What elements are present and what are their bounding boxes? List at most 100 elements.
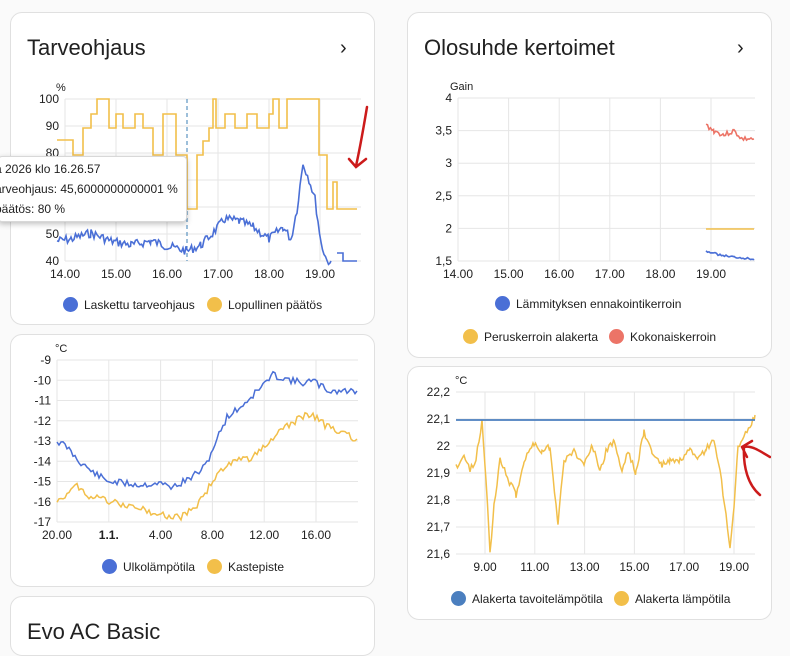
series-line-ennakointikerroin bbox=[705, 250, 755, 261]
x-tick-label: 1.1. bbox=[99, 528, 119, 542]
x-tick-label: 17.00 bbox=[203, 267, 233, 281]
legend-dot bbox=[102, 559, 117, 574]
x-tick-label: 13.00 bbox=[570, 560, 600, 574]
y-tick-label: 21,9 bbox=[427, 466, 451, 480]
y-tick-label: 90 bbox=[46, 119, 60, 133]
card-title: Tarveohjaus bbox=[27, 35, 146, 60]
series-line-laskettu bbox=[56, 164, 357, 266]
indoor-temperature-chart[interactable]: °C 22,2 22,1 22 21,9 21,8 21,7 21,6 9.00 11.00 1… bbox=[408, 367, 772, 620]
chevron-right-icon[interactable]: › bbox=[737, 37, 744, 59]
y-tick-label: 3 bbox=[445, 156, 452, 170]
y-tick-label: 22,1 bbox=[427, 412, 451, 426]
x-tick-label: 19.00 bbox=[696, 267, 726, 281]
temperature-card: °C -9 -10 -11 -12 -13 -14 -15 -16 -17 20.00 1.1. 4… bbox=[10, 334, 375, 587]
legend-item[interactable]: Alakerta lämpötila bbox=[614, 591, 730, 606]
x-tick-label: 16.00 bbox=[152, 267, 182, 281]
y-tick-label: -15 bbox=[34, 475, 52, 489]
y-tick-label: -16 bbox=[34, 495, 52, 509]
legend-dot bbox=[207, 559, 222, 574]
x-tick-label: 15.00 bbox=[494, 267, 524, 281]
legend-label: Kokonaiskerroin bbox=[630, 329, 717, 344]
y-tick-label: 50 bbox=[46, 227, 60, 241]
legend-item[interactable]: Lopullinen päätös bbox=[207, 297, 322, 312]
y-tick-label: -13 bbox=[34, 434, 52, 448]
indoor-temperature-card: °C 22,2 22,1 22 21,9 21,8 21,7 21,6 9.00 11.00 1… bbox=[407, 366, 772, 620]
evo-ac-card: Evo AC Basic bbox=[10, 596, 375, 656]
y-tick-label: -11 bbox=[35, 394, 52, 408]
tooltip-line: arveohjaus: 45,6000000000001 % bbox=[0, 182, 178, 196]
x-tick-label: 17.00 bbox=[669, 560, 699, 574]
series-line-kokonaiskerroin bbox=[705, 123, 755, 142]
legend-label: Kastepiste bbox=[228, 559, 285, 574]
y-tick-label: 22,2 bbox=[427, 385, 451, 399]
x-tick-label: 17.00 bbox=[595, 267, 625, 281]
x-tick-label: 11.00 bbox=[520, 560, 549, 574]
legend-label: Lämmityksen ennakointikerroin bbox=[516, 296, 682, 311]
legend-label: Lopullinen päätös bbox=[228, 297, 323, 312]
legend-dot bbox=[495, 296, 510, 311]
x-tick-label: 9.00 bbox=[473, 560, 497, 574]
y-tick-label: 40 bbox=[46, 254, 60, 268]
x-tick-label: 18.00 bbox=[645, 267, 675, 281]
series-line-ulkolampotila bbox=[56, 370, 358, 491]
y-tick-label: 4 bbox=[445, 91, 452, 105]
series-line-alakerta-lampotila bbox=[455, 414, 756, 553]
y-tick-label: 21,7 bbox=[427, 520, 451, 534]
legend-label: Laskettu tarveohjaus bbox=[84, 297, 195, 312]
x-tick-label: 19.00 bbox=[719, 560, 749, 574]
x-tick-label: 16.00 bbox=[301, 528, 331, 542]
y-tick-label: -10 bbox=[34, 373, 52, 387]
x-tick-label: 15.00 bbox=[619, 560, 649, 574]
y-tick-label: -12 bbox=[34, 414, 52, 428]
legend-dot bbox=[614, 591, 629, 606]
x-tick-label: 16.00 bbox=[544, 267, 574, 281]
legend-item[interactable]: Kokonaiskerroin bbox=[609, 329, 716, 344]
x-tick-label: 12.00 bbox=[249, 528, 279, 542]
card-title: Evo AC Basic bbox=[27, 619, 161, 644]
unit-label: % bbox=[56, 82, 66, 94]
series-line-kastepiste bbox=[56, 411, 358, 522]
unit-label: °C bbox=[55, 343, 67, 355]
x-tick-label: 19.00 bbox=[305, 267, 335, 281]
legend-dot bbox=[63, 297, 78, 312]
tooltip-line: päätös: 80 % bbox=[0, 202, 66, 216]
legend-dot bbox=[451, 591, 466, 606]
y-tick-label: 22 bbox=[437, 439, 451, 453]
y-tick-label: 1,5 bbox=[435, 254, 452, 268]
annotation-arrow bbox=[347, 105, 369, 169]
x-tick-label: 20.00 bbox=[42, 528, 72, 542]
y-tick-label: 100 bbox=[39, 92, 59, 106]
legend-label: Alakerta lämpötila bbox=[635, 591, 731, 606]
legend-item[interactable]: Peruskerroin alakerta bbox=[463, 329, 598, 344]
x-tick-label: 15.00 bbox=[101, 267, 131, 281]
legend-label: Alakerta tavoitelämpötila bbox=[472, 591, 603, 606]
x-tick-label: 18.00 bbox=[254, 267, 284, 281]
y-tick-label: 21,6 bbox=[427, 547, 451, 561]
series-line-lopullinen bbox=[57, 98, 357, 210]
chevron-right-icon[interactable]: › bbox=[340, 37, 347, 59]
legend-item[interactable]: Laskettu tarveohjaus bbox=[63, 297, 195, 312]
legend-dot bbox=[463, 329, 478, 344]
y-tick-label: 3,5 bbox=[435, 124, 452, 138]
card-title: Olosuhde kertoimet bbox=[424, 35, 615, 60]
y-tick-label: -17 bbox=[34, 515, 52, 529]
y-tick-label: 2,5 bbox=[435, 189, 452, 203]
temperature-chart[interactable]: °C -9 -10 -11 -12 -13 -14 -15 -16 -17 20.00 1.1. 4… bbox=[11, 335, 375, 587]
unit-label: Gain bbox=[450, 81, 473, 93]
x-tick-label: 14.00 bbox=[50, 267, 80, 281]
legend-item[interactable]: Ulkolämpötila bbox=[102, 559, 195, 574]
unit-label: °C bbox=[455, 375, 467, 387]
x-tick-label: 8.00 bbox=[201, 528, 225, 542]
x-tick-label: 14.00 bbox=[443, 267, 473, 281]
y-tick-label: 21,8 bbox=[427, 493, 451, 507]
legend-item[interactable]: Alakerta tavoitelämpötila bbox=[451, 591, 603, 606]
olosuhde-card: Olosuhde kertoimet › Gain 4 3,5 3 2,5 2 1,5 1… bbox=[407, 12, 772, 358]
x-tick-label: 4.00 bbox=[149, 528, 173, 542]
annotation-arrow bbox=[740, 439, 771, 497]
y-tick-label: 2 bbox=[445, 221, 452, 235]
legend-label: Peruskerroin alakerta bbox=[484, 329, 599, 344]
legend-dot bbox=[207, 297, 222, 312]
legend-item[interactable]: Lämmityksen ennakointikerroin bbox=[495, 296, 681, 311]
olosuhde-chart[interactable]: Gain 4 3,5 3 2,5 2 1,5 14.00 15.00 16.00 17.00 18… bbox=[408, 13, 772, 358]
legend-item[interactable]: Kastepiste bbox=[207, 559, 284, 574]
